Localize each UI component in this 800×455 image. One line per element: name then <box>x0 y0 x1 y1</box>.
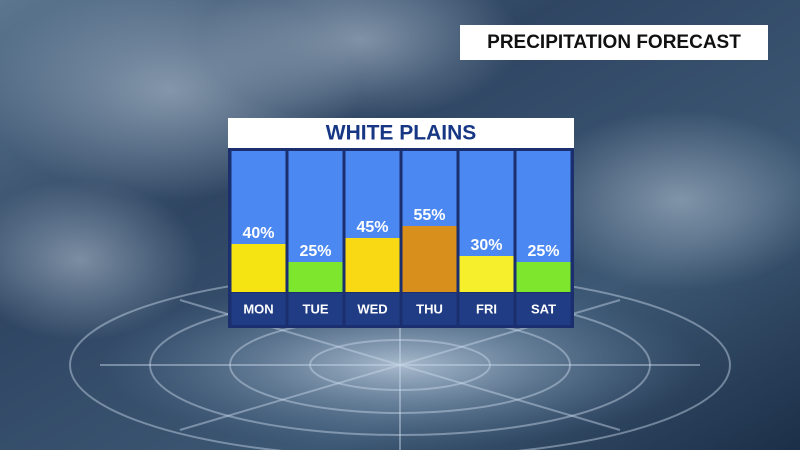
header-box <box>460 25 768 60</box>
day-cell <box>288 293 343 325</box>
bar <box>402 226 457 292</box>
day-cell <box>345 293 400 325</box>
x-tick-label: WED <box>357 301 387 316</box>
day-cell <box>516 293 571 325</box>
value-label: 40% <box>242 225 274 242</box>
day-cell <box>459 293 514 325</box>
bar <box>459 256 514 292</box>
title-box <box>228 118 574 148</box>
value-label: 25% <box>299 243 331 260</box>
value-label: 30% <box>470 237 502 254</box>
x-tick-label: SAT <box>531 301 556 316</box>
x-tick-label: THU <box>416 301 443 316</box>
bar <box>345 238 400 292</box>
header: PRECIPITATION FORECAST <box>487 32 741 53</box>
value-label: 45% <box>356 219 388 236</box>
panel <box>228 148 574 328</box>
bar <box>231 244 286 292</box>
chart-title: WHITE PLAINS <box>326 122 477 145</box>
x-tick-label: TUE <box>303 301 329 316</box>
bar <box>516 262 571 292</box>
x-tick-label: FRI <box>476 301 497 316</box>
day-cell <box>402 293 457 325</box>
x-tick-label: MON <box>243 301 273 316</box>
bar <box>288 262 343 292</box>
value-label: 55% <box>413 207 445 224</box>
value-label: 25% <box>527 243 559 260</box>
day-cell <box>231 293 286 325</box>
